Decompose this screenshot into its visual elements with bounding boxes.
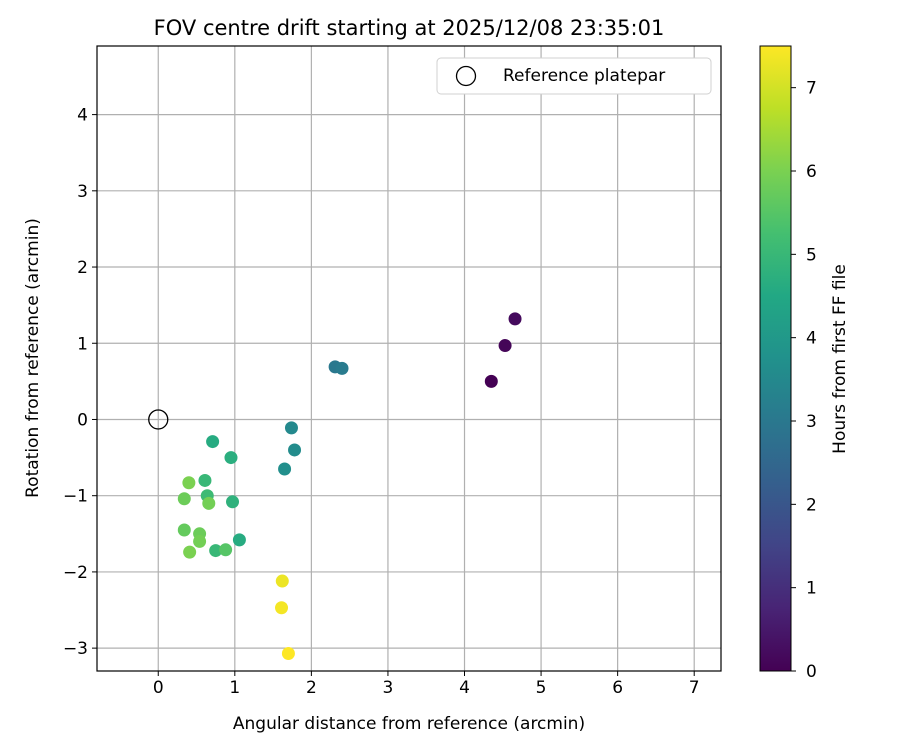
y-tick-label: −1	[63, 487, 88, 507]
drift-point	[177, 492, 191, 506]
legend: Reference platepar	[436, 57, 712, 95]
scatter-points	[148, 312, 522, 660]
colorbar-tick-label: 1	[806, 579, 817, 599]
y-tick-label: 2	[77, 258, 88, 278]
drift-point	[193, 534, 207, 548]
y-tick-label: 3	[77, 182, 88, 202]
drift-point	[226, 495, 240, 509]
y-axis-label: Rotation from reference (arcmin)	[23, 218, 43, 498]
reference-platepar-marker	[148, 409, 169, 430]
plot-area-frame	[96, 45, 722, 672]
drift-point	[275, 574, 289, 588]
x-tick-label: 0	[153, 678, 164, 698]
drift-point	[275, 601, 289, 615]
drift-point	[484, 374, 498, 388]
x-axis-label: Angular distance from reference (arcmin)	[233, 714, 585, 734]
legend-box	[436, 57, 712, 95]
drift-point	[182, 476, 196, 490]
drift-point	[206, 435, 220, 449]
colorbar	[759, 45, 792, 672]
x-tick-label: 7	[689, 678, 700, 698]
colorbar-label: Hours from first FF file	[830, 264, 850, 454]
drift-point	[232, 533, 246, 547]
drift-point	[177, 523, 191, 537]
drift-point	[284, 421, 298, 435]
colorbar-tick-label: 2	[806, 495, 817, 515]
colorbar-tick-label: 3	[806, 412, 817, 432]
drift-point	[209, 544, 223, 558]
x-tick-label: 6	[612, 678, 623, 698]
y-axis-ticks: −3 −2 −1 0 1 2 3 4	[63, 106, 97, 659]
drift-point	[288, 443, 302, 457]
x-tick-label: 4	[459, 678, 470, 698]
x-tick-label: 1	[229, 678, 240, 698]
colorbar-tick-label: 7	[806, 79, 817, 99]
drift-point	[202, 496, 216, 510]
drift-point	[224, 451, 238, 465]
x-tick-label: 5	[536, 678, 547, 698]
colorbar-tick-label: 4	[806, 329, 817, 349]
x-axis-ticks: 0 1 2 3 4 5 6 7	[153, 671, 700, 698]
drift-point	[198, 473, 212, 487]
drift-point	[281, 646, 295, 660]
legend-marker-reference	[455, 65, 477, 87]
x-tick-label: 2	[306, 678, 317, 698]
y-tick-label: 4	[77, 106, 88, 126]
colorbar-ticks: 0 1 2 3 4 5 6 7	[791, 79, 817, 682]
y-tick-label: −3	[63, 639, 88, 659]
y-tick-label: −2	[63, 563, 88, 583]
x-tick-label: 3	[383, 678, 394, 698]
colorbar-tick-label: 6	[806, 162, 817, 182]
legend-label-reference: Reference platepar	[503, 66, 665, 86]
drift-point	[498, 339, 512, 353]
chart-title: FOV centre drift starting at 2025/12/08 …	[154, 16, 665, 40]
drift-point	[183, 545, 197, 559]
drift-point	[219, 543, 233, 557]
drift-point	[335, 361, 349, 375]
colorbar-tick-label: 5	[806, 245, 817, 265]
colorbar-tick-label: 0	[806, 662, 817, 682]
grid-lines	[97, 46, 721, 671]
drift-point	[508, 312, 522, 326]
drift-point	[278, 462, 292, 476]
y-tick-label: 0	[77, 410, 88, 430]
y-tick-label: 1	[77, 334, 88, 354]
